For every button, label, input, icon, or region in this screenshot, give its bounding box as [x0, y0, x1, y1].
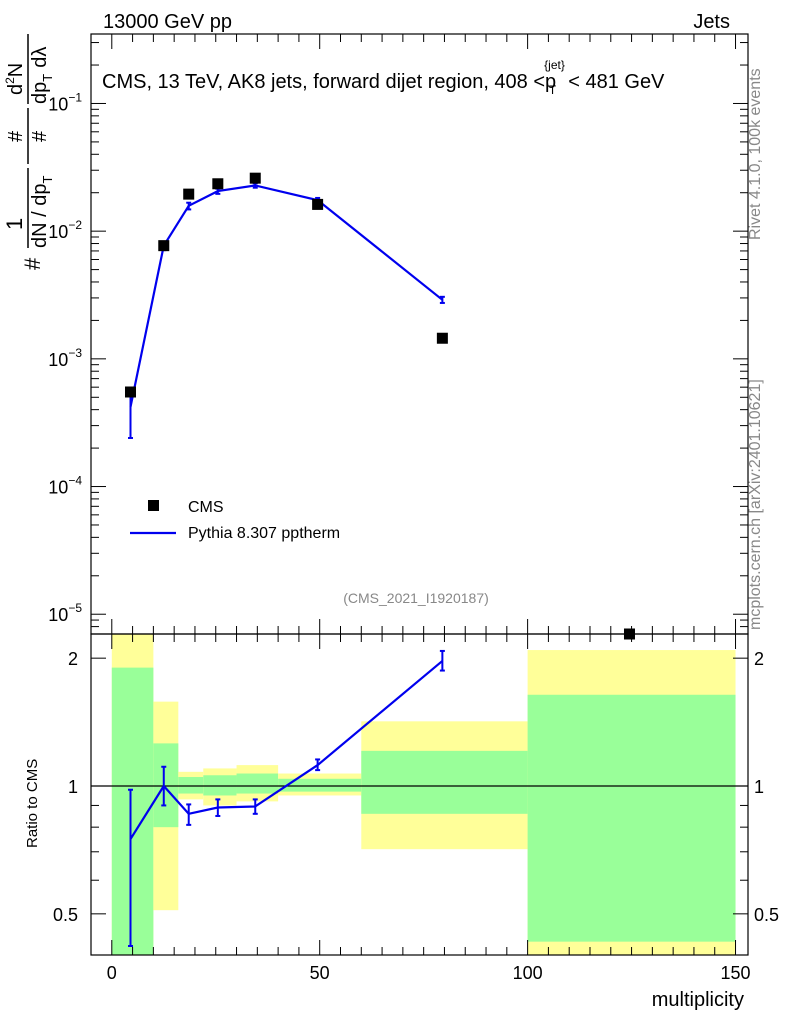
pythia-main-line: [129, 184, 444, 408]
ratio-band-inner-3: [203, 775, 237, 796]
main-y-tick-label: 10−1: [48, 90, 82, 114]
mcplots-label: mcplots.cern.ch [arXiv:2401.10621]: [747, 379, 764, 630]
main-axis-ticks: 10−1 10−2 10−3 10−4 10−5: [48, 34, 748, 635]
cms-data-point: [312, 198, 324, 210]
legend-pythia-label: Pythia 8.307 pptherm: [188, 525, 340, 542]
main-frame-box: [90, 33, 749, 635]
ratio-uncertainty-bands: [111, 634, 736, 955]
svg-text:mcplots.cern.ch [arXiv:2401.10: mcplots.cern.ch [arXiv:2401.10621]: [747, 379, 764, 630]
cms-data-point: [249, 172, 261, 184]
legend-cms-marker: [148, 500, 159, 511]
svg-text:Ratio to CMS: Ratio to CMS: [24, 759, 41, 848]
plot-title: CMS, 13 TeV, AK8 jets, forward dijet reg…: [102, 58, 665, 97]
ratio-band-inner-6: [361, 750, 528, 814]
ratio-data-layer: [128, 649, 445, 948]
ratio-y-tick-label-right: 2: [754, 649, 764, 669]
svg-text:1: 1: [2, 218, 27, 230]
cms-data-point: [125, 386, 137, 398]
cms-data-point: [623, 628, 635, 640]
ratio-y-axis-label: Ratio to CMS: [24, 759, 41, 848]
ratio-frame-box: [90, 633, 749, 956]
svg-text:dpTdλ: dpTdλ: [29, 47, 55, 104]
rivet-label: Rivet 4.1.0, 100k events: [747, 68, 764, 240]
ratio-x-tick-label: 100: [513, 963, 543, 983]
ratio-band-inner-2: [178, 777, 204, 794]
ratio-y-tick-label-left: 2: [68, 649, 78, 669]
ratio-plot-frame: [90, 633, 749, 956]
ratio-x-tick-label: 50: [310, 963, 330, 983]
svg-text:d2N: d2N: [3, 63, 27, 95]
svg-text:#: #: [5, 130, 27, 142]
analysis-watermark: (CMS_2021_I1920187): [343, 590, 489, 606]
ratio-band-inner-7: [527, 694, 736, 942]
cms-data-point: [212, 178, 224, 190]
legend-cms-label: CMS: [188, 499, 224, 516]
ratio-y-tick-label-right: 1: [754, 777, 764, 797]
ratio-axis-ticks: 0 50 100 150 0.5 0.5 1 1 2 2: [53, 634, 779, 983]
svg-text:#: #: [29, 130, 51, 142]
cms-data-point: [436, 332, 448, 344]
ratio-band-inner-0: [111, 667, 154, 955]
main-plot-frame: [90, 33, 749, 635]
ratio-band-inner-4: [236, 773, 279, 794]
main-y-axis-label: # 1 dN / dpT # # d2N dpTdλ: [2, 34, 55, 270]
main-y-tick-label: 10−2: [48, 218, 82, 242]
main-y-tick-label: 10−3: [48, 346, 82, 370]
x-axis-label: multiplicity: [652, 989, 744, 1011]
header-right: Jets: [693, 11, 730, 33]
main-data-layer: [125, 172, 635, 640]
svg-text:Rivet 4.1.0, 100k events: Rivet 4.1.0, 100k events: [747, 68, 764, 240]
ratio-x-tick-label: 150: [721, 963, 751, 983]
ratio-y-tick-label-left: 1: [68, 777, 78, 797]
ratio-band-inner-1: [153, 743, 179, 828]
main-y-tick-label: 10−5: [48, 601, 82, 625]
ratio-y-tick-label-left: 0.5: [53, 905, 78, 925]
ratio-y-tick-label-right: 0.5: [754, 905, 779, 925]
main-y-tick-label: 10−4: [48, 474, 82, 498]
header-left: 13000 GeV pp: [103, 11, 232, 33]
ratio-x-tick-label: 0: [107, 963, 117, 983]
ratio-band-inner-5: [278, 778, 362, 792]
cms-data-point: [183, 188, 195, 200]
cms-data-point: [158, 240, 170, 252]
svg-text:dN / dpT: dN / dpT: [29, 176, 55, 248]
svg-text:#: #: [20, 257, 45, 270]
